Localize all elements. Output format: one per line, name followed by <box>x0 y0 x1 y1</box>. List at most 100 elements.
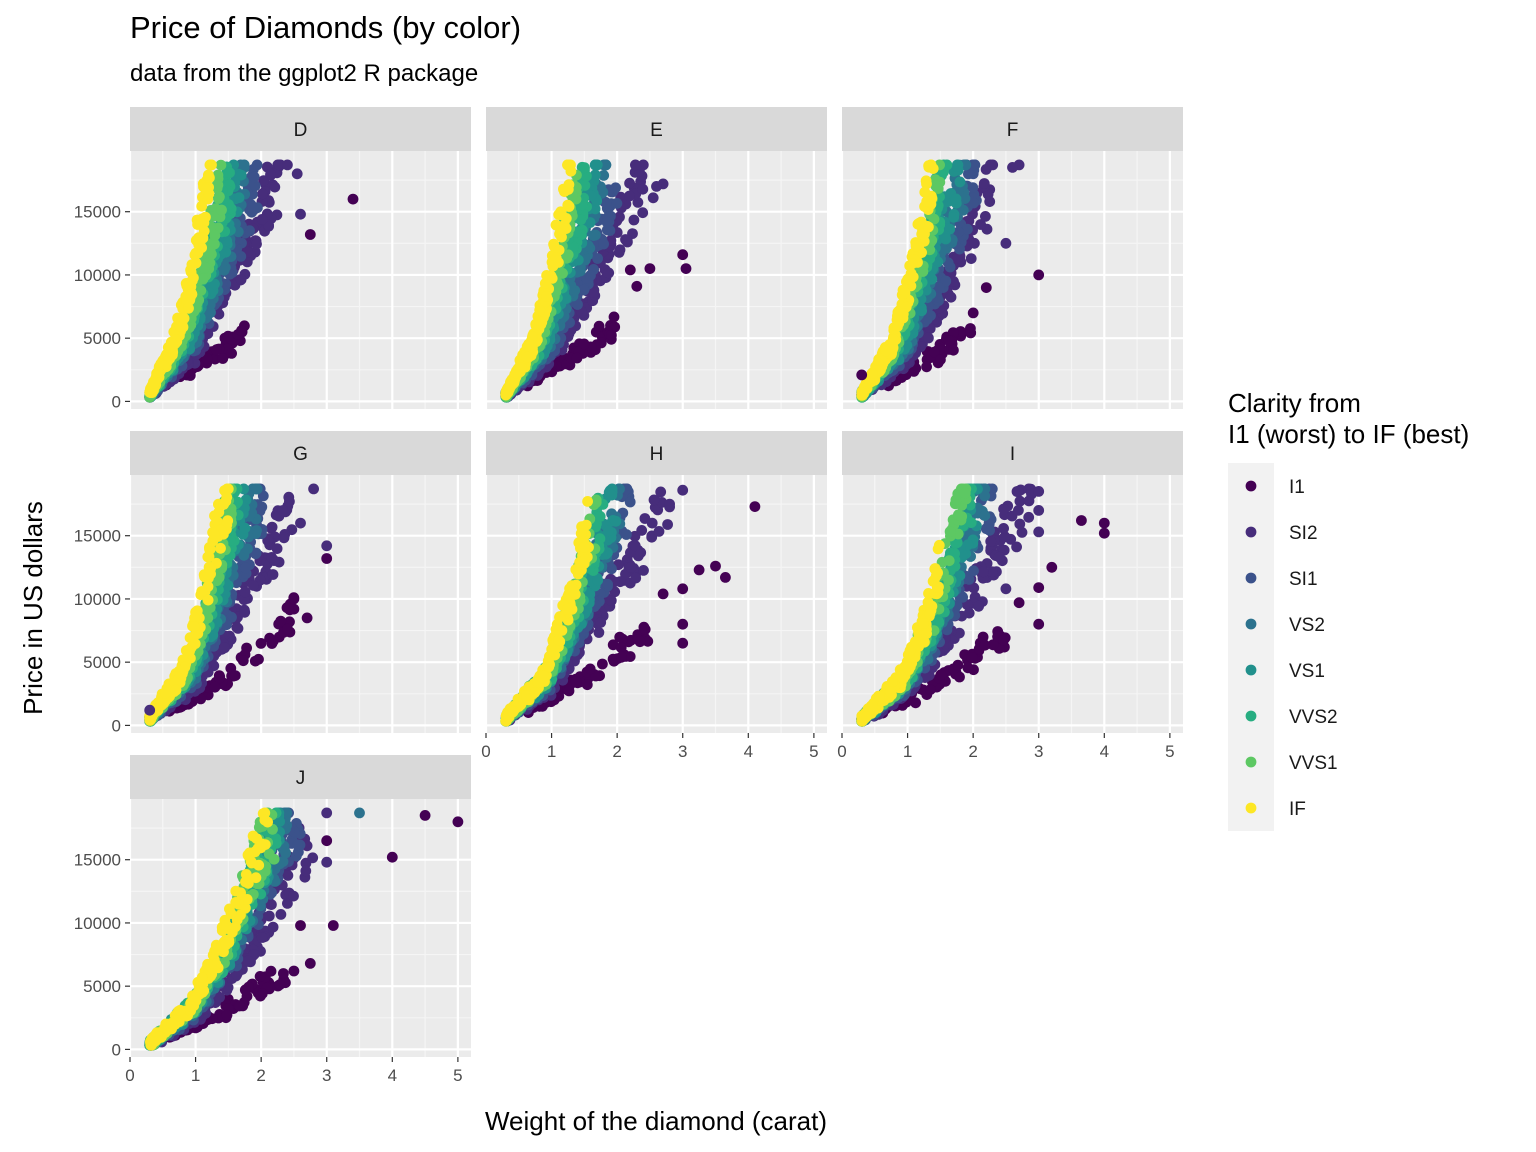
data-point <box>189 612 201 624</box>
data-point <box>237 655 249 667</box>
facet-strip <box>486 107 827 151</box>
data-point <box>202 568 214 580</box>
data-point <box>183 302 194 314</box>
data-point <box>592 253 603 264</box>
data-point <box>921 196 933 207</box>
facet-strip <box>842 107 1183 151</box>
data-point <box>601 224 613 236</box>
data-point <box>932 183 944 195</box>
points-group <box>144 159 359 403</box>
y-tick-label: 15000 <box>74 527 121 546</box>
data-point <box>521 351 533 363</box>
data-point <box>239 522 251 534</box>
data-point <box>232 496 243 508</box>
data-point <box>196 586 208 597</box>
data-point <box>916 305 927 317</box>
data-point <box>152 705 164 716</box>
data-point <box>965 327 976 339</box>
data-point <box>639 624 651 635</box>
data-point <box>561 252 573 264</box>
data-point <box>224 167 235 179</box>
data-point <box>235 169 247 181</box>
data-point <box>192 247 204 259</box>
data-point <box>880 345 892 357</box>
data-point <box>186 259 198 270</box>
data-point <box>607 653 619 665</box>
data-point <box>554 228 565 240</box>
data-point <box>940 233 952 245</box>
data-point <box>598 238 609 250</box>
y-tick-label: 15000 <box>74 203 121 222</box>
data-point <box>584 663 596 675</box>
data-point <box>209 278 220 290</box>
chart-title: Price of Diamonds (by color) <box>130 10 522 45</box>
data-point <box>963 215 975 227</box>
y-tick-label: 5000 <box>83 329 121 348</box>
data-point <box>204 172 215 184</box>
data-point <box>153 367 165 378</box>
data-point <box>892 310 903 322</box>
data-point <box>589 203 601 215</box>
data-point <box>950 193 962 205</box>
data-point <box>611 198 623 209</box>
data-point <box>510 367 522 379</box>
facet-strip-label: H <box>650 444 664 465</box>
data-point <box>216 204 227 216</box>
data-point <box>579 162 590 174</box>
data-point <box>547 260 559 272</box>
data-point <box>304 229 316 240</box>
data-point <box>210 344 222 356</box>
data-point <box>267 635 279 647</box>
data-point <box>1033 269 1045 281</box>
data-point <box>321 553 333 564</box>
data-point <box>214 672 226 684</box>
data-point <box>239 502 250 514</box>
facet-strip-label: D <box>294 120 308 141</box>
data-point <box>603 267 615 279</box>
data-point <box>951 253 963 264</box>
data-point <box>186 275 198 286</box>
data-point <box>218 264 230 276</box>
data-point <box>680 263 692 274</box>
data-point <box>284 496 295 507</box>
data-point <box>588 287 599 298</box>
data-point <box>505 380 517 392</box>
data-point <box>242 543 253 555</box>
data-point <box>182 645 193 656</box>
data-point <box>250 547 262 559</box>
data-point <box>247 201 259 213</box>
data-point <box>614 244 626 256</box>
points-group <box>856 159 1045 403</box>
facet-strip-label: F <box>1007 120 1019 141</box>
data-point <box>578 338 590 350</box>
data-point <box>571 352 583 364</box>
data-point <box>954 176 966 188</box>
data-point <box>581 170 592 182</box>
data-point <box>214 191 225 203</box>
facet-panel-F: F <box>840 107 1183 409</box>
data-point <box>541 291 552 302</box>
data-point <box>921 178 932 190</box>
data-point <box>575 214 587 226</box>
data-point <box>266 521 278 533</box>
data-point <box>943 335 955 347</box>
data-point <box>291 168 303 180</box>
data-point <box>632 197 644 208</box>
data-point <box>954 243 965 255</box>
y-tick-label: 5000 <box>83 653 121 672</box>
data-point <box>980 211 991 222</box>
data-point <box>1007 162 1018 173</box>
data-point <box>208 528 220 540</box>
data-point <box>940 275 952 287</box>
data-point <box>240 562 252 574</box>
data-point <box>637 207 649 219</box>
data-point <box>308 483 319 495</box>
points-group <box>144 483 333 727</box>
data-point <box>892 321 903 333</box>
data-point <box>178 312 190 324</box>
data-point <box>226 348 238 359</box>
data-point <box>923 160 934 172</box>
data-point <box>239 586 251 598</box>
data-point <box>196 200 208 212</box>
